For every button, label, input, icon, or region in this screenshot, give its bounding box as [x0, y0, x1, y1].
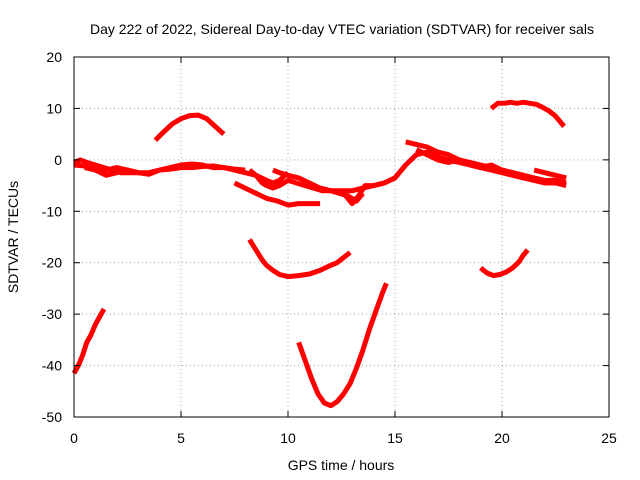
- y-tick-labels: -50 -40 -30 -20 -10 0 10 20: [42, 49, 62, 425]
- x-tick-label: 5: [177, 430, 185, 446]
- x-tick-label: 0: [70, 430, 78, 446]
- x-tick-label: 25: [601, 430, 617, 446]
- y-tick-label: 20: [46, 49, 62, 65]
- series-line-s17: [479, 248, 530, 279]
- grid-lines: [74, 57, 609, 417]
- axis-ticks: [73, 56, 610, 418]
- series-line-s6: [233, 180, 321, 208]
- series-line-s12: [405, 139, 567, 186]
- series-line-s14: [426, 152, 524, 178]
- series-line-s5: [153, 112, 226, 143]
- y-axis-label: SDTVAR / TECUs: [5, 181, 21, 293]
- series-line-s4: [84, 165, 139, 178]
- x-axis-label: GPS time / hours: [288, 457, 395, 473]
- y-tick-label: -40: [42, 358, 62, 374]
- y-tick-label: -30: [42, 306, 62, 322]
- x-tick-label: 10: [280, 430, 296, 446]
- plot-frame: [73, 56, 610, 418]
- x-tick-label: 15: [387, 430, 403, 446]
- series-line-s16: [489, 99, 567, 129]
- series-group: [71, 99, 567, 409]
- series-line-s9: [247, 238, 352, 280]
- series-line-s11: [335, 149, 439, 207]
- y-tick-label: 10: [46, 100, 62, 116]
- y-tick-label: 0: [54, 152, 62, 168]
- chart-title: Day 222 of 2022, Sidereal Day-to-day VTE…: [90, 21, 594, 37]
- x-tick-label: 20: [494, 430, 510, 446]
- series-line-s15: [533, 167, 567, 181]
- y-tick-label: -20: [42, 255, 62, 271]
- y-tick-label: -50: [42, 409, 62, 425]
- series-line-s10: [296, 282, 389, 409]
- series-line-s1: [71, 307, 107, 375]
- x-tick-labels: 0 5 10 15 20 25: [70, 430, 617, 446]
- y-tick-label: -10: [42, 203, 62, 219]
